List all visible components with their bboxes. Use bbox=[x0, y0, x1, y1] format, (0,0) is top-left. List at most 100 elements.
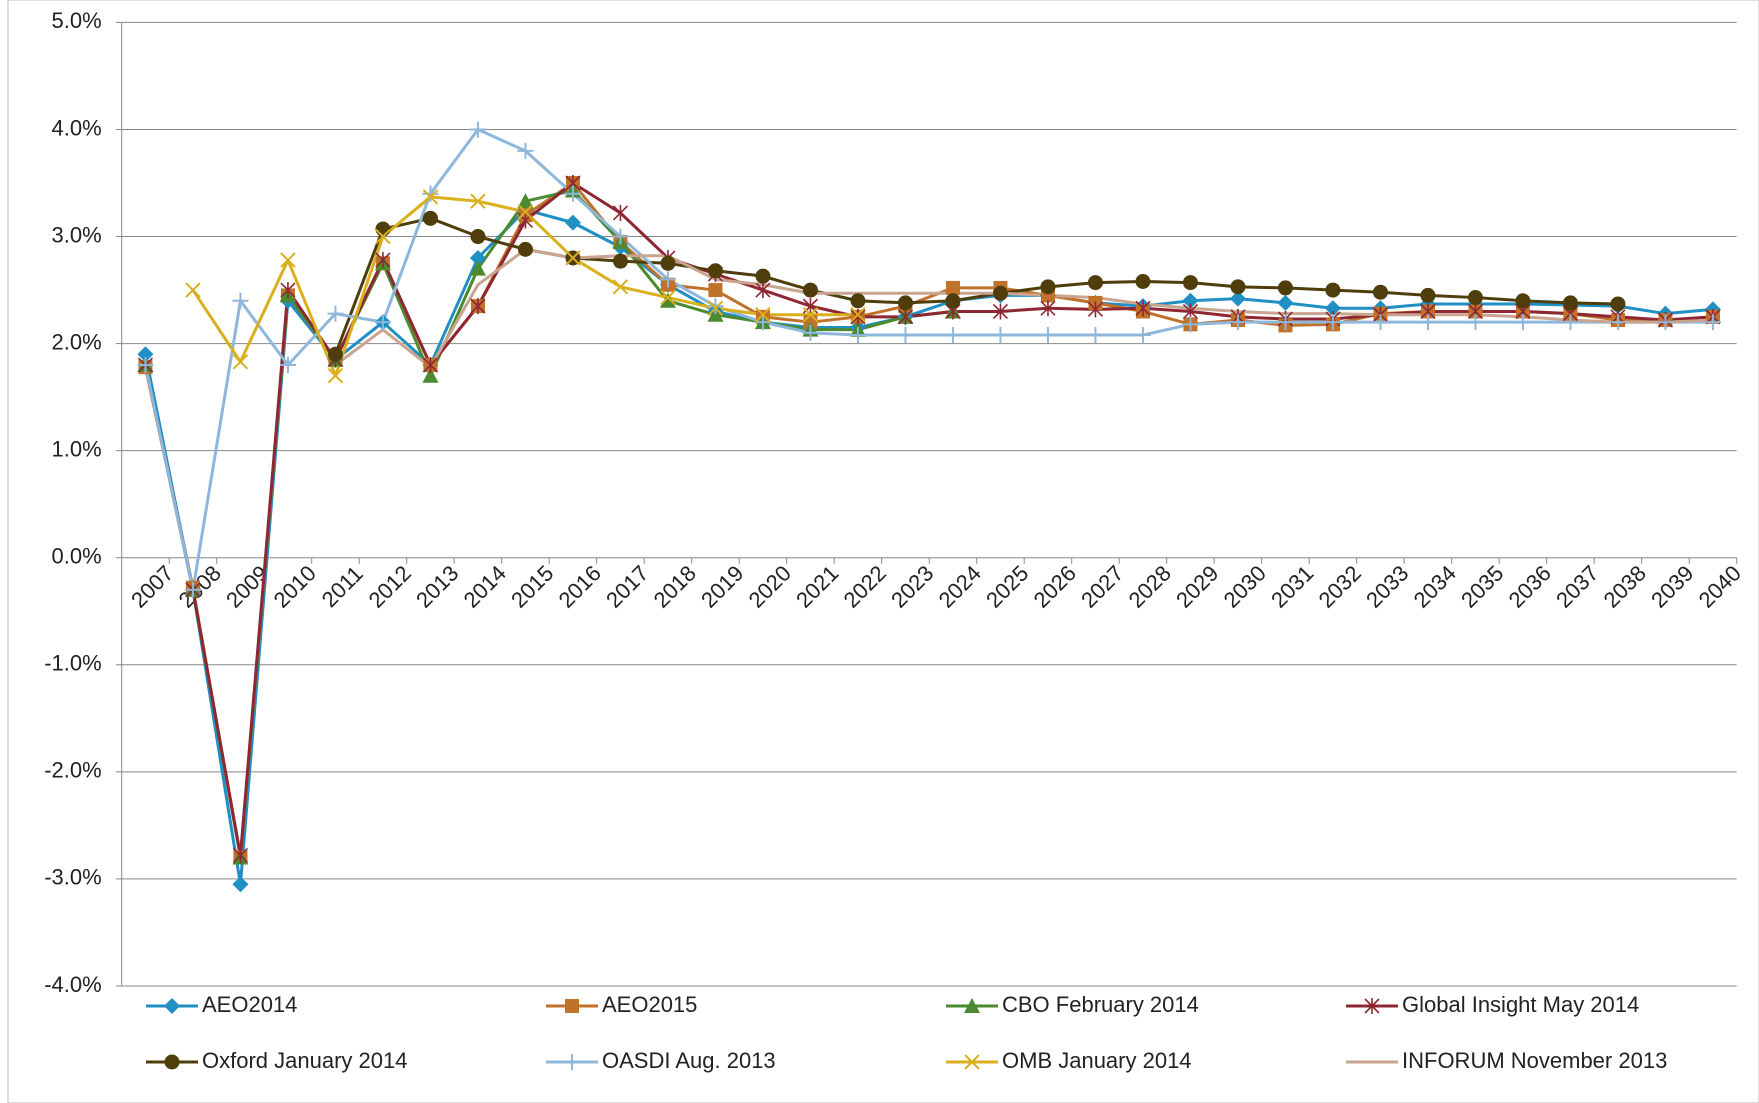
legend-item: Oxford January 2014 bbox=[146, 1048, 407, 1073]
marker bbox=[802, 282, 818, 298]
marker bbox=[470, 193, 486, 209]
legend-item: Global Insight May 2014 bbox=[1346, 992, 1639, 1017]
marker bbox=[1610, 296, 1626, 312]
marker bbox=[992, 327, 1009, 344]
marker bbox=[375, 221, 391, 237]
marker bbox=[470, 298, 486, 315]
marker bbox=[1325, 282, 1341, 298]
marker bbox=[992, 303, 1009, 320]
marker bbox=[327, 368, 344, 384]
marker bbox=[707, 298, 724, 315]
marker bbox=[232, 292, 249, 309]
marker bbox=[708, 283, 723, 298]
marker bbox=[565, 250, 581, 266]
marker bbox=[1135, 274, 1151, 290]
marker bbox=[422, 357, 439, 374]
marker bbox=[1182, 316, 1199, 333]
marker bbox=[327, 305, 344, 322]
marker bbox=[1324, 314, 1341, 331]
marker bbox=[964, 998, 980, 1013]
marker bbox=[232, 847, 249, 864]
marker bbox=[564, 185, 581, 202]
marker bbox=[232, 876, 249, 893]
marker bbox=[1182, 275, 1198, 291]
marker bbox=[564, 214, 581, 231]
marker bbox=[612, 204, 629, 221]
y-tick-label: 5.0% bbox=[52, 8, 102, 33]
marker bbox=[1229, 290, 1246, 307]
marker bbox=[992, 285, 1008, 301]
marker bbox=[850, 293, 866, 309]
marker bbox=[1277, 280, 1293, 296]
series-line bbox=[143, 127, 1713, 592]
marker bbox=[1467, 314, 1484, 331]
marker bbox=[1364, 998, 1380, 1014]
marker bbox=[850, 306, 866, 323]
marker bbox=[707, 306, 724, 322]
y-tick-label: 0.0% bbox=[52, 544, 102, 569]
legend-label: INFORUM November 2013 bbox=[1402, 1048, 1667, 1073]
legend-item: AEO2014 bbox=[146, 992, 297, 1017]
marker bbox=[1372, 314, 1389, 331]
marker bbox=[1324, 300, 1341, 317]
marker bbox=[422, 185, 439, 202]
marker bbox=[1229, 314, 1246, 331]
marker bbox=[1372, 284, 1388, 300]
marker bbox=[469, 249, 486, 266]
marker bbox=[1562, 295, 1578, 311]
marker bbox=[755, 282, 771, 299]
marker bbox=[469, 121, 486, 138]
marker bbox=[137, 357, 154, 374]
y-tick-label: -3.0% bbox=[44, 865, 101, 890]
marker bbox=[280, 282, 296, 299]
marker bbox=[1467, 290, 1483, 306]
marker bbox=[659, 271, 676, 288]
legend-label: Oxford January 2014 bbox=[202, 1048, 407, 1073]
marker bbox=[422, 189, 439, 205]
marker bbox=[945, 280, 960, 295]
marker bbox=[470, 229, 486, 245]
marker bbox=[164, 1054, 180, 1070]
marker bbox=[1515, 293, 1531, 309]
marker bbox=[1420, 287, 1436, 303]
marker bbox=[137, 346, 154, 363]
marker bbox=[280, 252, 296, 268]
marker bbox=[564, 1054, 580, 1070]
marker bbox=[612, 228, 629, 245]
marker bbox=[660, 255, 676, 271]
marker bbox=[1040, 279, 1056, 295]
marker bbox=[897, 295, 913, 311]
y-tick-label: 2.0% bbox=[52, 329, 102, 354]
marker bbox=[1657, 314, 1674, 331]
marker bbox=[850, 308, 866, 325]
marker bbox=[184, 581, 201, 598]
marker bbox=[565, 999, 579, 1013]
marker bbox=[1039, 327, 1056, 344]
marker bbox=[754, 314, 771, 331]
marker bbox=[1135, 300, 1151, 317]
marker bbox=[469, 260, 486, 276]
marker bbox=[802, 324, 819, 341]
marker bbox=[612, 253, 628, 269]
marker bbox=[422, 210, 438, 226]
legend-item: CBO February 2014 bbox=[946, 992, 1199, 1017]
marker bbox=[849, 327, 866, 344]
marker bbox=[517, 241, 533, 257]
legend-label: CBO February 2014 bbox=[1002, 992, 1199, 1017]
marker bbox=[1230, 279, 1246, 295]
marker bbox=[1087, 301, 1104, 318]
legend-item: OMB January 2014 bbox=[946, 1048, 1192, 1073]
marker bbox=[755, 268, 771, 284]
marker bbox=[755, 306, 771, 323]
marker bbox=[1562, 314, 1579, 331]
marker bbox=[374, 314, 391, 331]
marker bbox=[1040, 300, 1056, 317]
y-tick-label: 1.0% bbox=[52, 436, 102, 461]
legend-label: AEO2014 bbox=[202, 992, 297, 1017]
y-tick-label: -2.0% bbox=[44, 758, 101, 783]
series-line bbox=[334, 247, 1714, 369]
marker bbox=[1419, 314, 1436, 331]
marker bbox=[375, 252, 391, 269]
y-tick-label: -1.0% bbox=[44, 651, 101, 676]
